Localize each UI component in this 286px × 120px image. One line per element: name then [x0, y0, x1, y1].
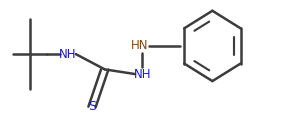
- Text: NH: NH: [59, 48, 77, 61]
- Text: NH: NH: [134, 68, 152, 81]
- Text: HN: HN: [131, 39, 148, 52]
- Text: S: S: [88, 100, 96, 113]
